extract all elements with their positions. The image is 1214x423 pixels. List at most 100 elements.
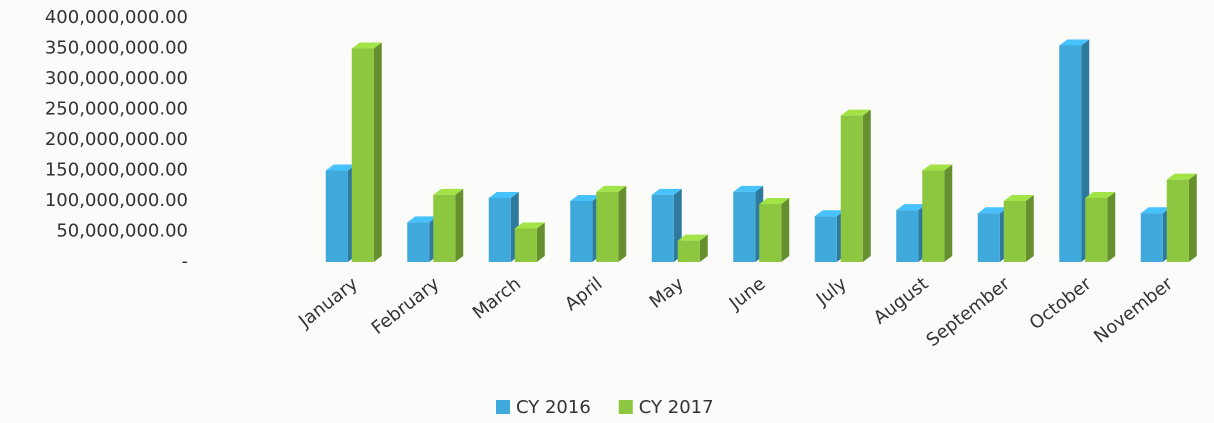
bar-top — [351, 42, 382, 49]
bar-front — [596, 191, 619, 262]
x-tick-label: October — [1026, 273, 1096, 334]
bar-front — [896, 210, 919, 262]
bar-front — [651, 194, 674, 262]
bar — [814, 210, 845, 262]
y-tick-label: 250,000,000.00 — [45, 99, 188, 120]
bar-top — [677, 234, 708, 241]
bar-front — [1140, 213, 1163, 262]
bar — [596, 185, 627, 262]
bar — [651, 188, 682, 262]
bar-front — [840, 115, 863, 262]
bar-front — [1003, 201, 1026, 262]
bar-front — [488, 197, 511, 262]
bar-front — [433, 194, 456, 262]
bar-front — [759, 204, 782, 262]
bar-side — [944, 164, 953, 262]
bar-top — [407, 216, 438, 223]
bar — [759, 198, 790, 262]
bar-side — [781, 198, 790, 262]
bar — [840, 109, 871, 262]
bar — [1166, 173, 1197, 262]
bar-front — [1085, 197, 1108, 262]
y-tick-label: 300,000,000.00 — [45, 68, 188, 89]
bar-side — [373, 42, 382, 262]
bar-front — [325, 170, 348, 262]
bar-top — [733, 185, 764, 192]
y-tick-label: 350,000,000.00 — [45, 38, 188, 59]
bar-top — [896, 204, 927, 211]
bar-side — [1107, 191, 1116, 262]
x-tick-label: August — [870, 273, 933, 328]
bar-top — [1085, 191, 1116, 198]
x-tick-label: September — [923, 273, 1015, 351]
bar — [325, 164, 356, 262]
bar-front — [1059, 45, 1082, 263]
y-tick-label: - — [182, 251, 189, 272]
bar — [1059, 39, 1090, 263]
bar-front — [1166, 179, 1189, 262]
x-tick-label: May — [646, 273, 689, 313]
bar — [407, 216, 438, 262]
x-tick-label: November — [1090, 273, 1177, 348]
bar-top — [1166, 173, 1197, 180]
bar-top — [1003, 195, 1034, 201]
bar — [570, 195, 601, 262]
bar — [677, 234, 708, 262]
bar-top — [814, 210, 845, 217]
bar — [733, 185, 764, 262]
x-tick-label: January — [294, 273, 362, 332]
bar-side — [618, 185, 627, 262]
bar — [977, 207, 1008, 262]
bar-top — [1140, 207, 1171, 214]
y-tick-label: 150,000,000.00 — [45, 160, 188, 181]
y-tick-label: 100,000,000.00 — [45, 190, 188, 211]
bar — [1140, 207, 1171, 262]
x-tick-label: July — [812, 273, 851, 310]
bar-side — [699, 234, 708, 262]
x-tick-label: June — [725, 273, 770, 314]
bar-side — [536, 222, 545, 262]
bar-top — [433, 188, 464, 195]
y-tick-label: 400,000,000.00 — [45, 7, 188, 28]
bar-top — [922, 164, 953, 171]
y-tick-label: 200,000,000.00 — [45, 129, 188, 150]
bar-side — [455, 188, 464, 262]
bar-top — [325, 164, 356, 171]
y-tick-label: 50,000,000.00 — [56, 221, 188, 242]
bar-top — [488, 191, 519, 198]
bar-front — [733, 191, 756, 262]
x-tick-label: February — [368, 273, 444, 339]
bar-front — [677, 240, 700, 262]
bar-top — [514, 222, 545, 229]
bar-front — [922, 170, 945, 262]
x-tick-label: March — [469, 273, 525, 323]
bar-side — [862, 109, 871, 262]
bar-side — [1188, 173, 1197, 262]
bar-top — [651, 188, 682, 195]
bar — [514, 222, 545, 262]
bar-front — [514, 228, 537, 262]
bar-front — [814, 216, 837, 262]
bar-front — [351, 48, 374, 262]
bar — [1003, 195, 1034, 262]
bar-top — [570, 195, 601, 201]
bar — [488, 191, 519, 262]
x-tick-label: April — [561, 273, 606, 315]
bar — [896, 204, 927, 262]
legend-swatch — [496, 400, 510, 414]
bar-top — [759, 198, 790, 205]
bar — [433, 188, 464, 262]
bar-top — [1059, 39, 1090, 46]
bar-top — [596, 185, 627, 192]
bar-top — [977, 207, 1008, 214]
legend-swatch — [618, 400, 633, 414]
bar-front — [977, 213, 1000, 262]
bar-side — [1025, 195, 1034, 262]
bar-front — [570, 201, 593, 262]
bar — [922, 164, 953, 262]
bar — [351, 42, 382, 262]
bar — [1085, 191, 1116, 262]
bar-front — [407, 222, 430, 262]
legend-label: CY 2016 — [516, 397, 591, 418]
